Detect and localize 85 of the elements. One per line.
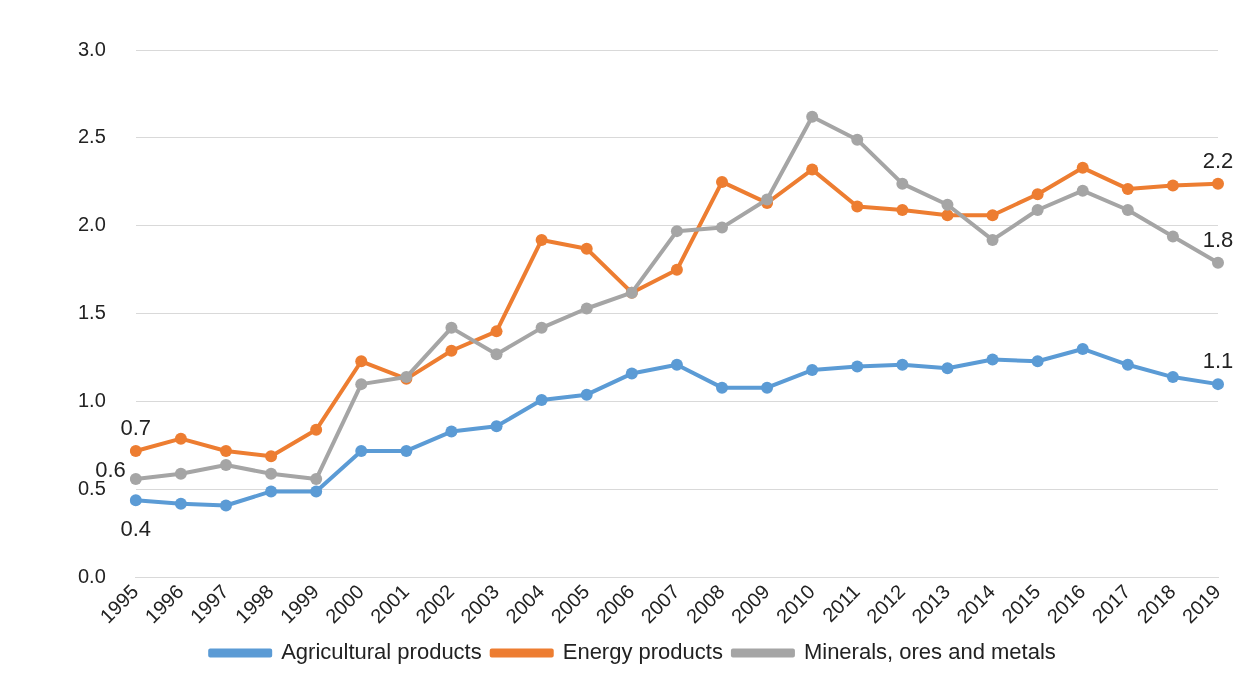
point <box>490 420 503 433</box>
point <box>941 362 954 375</box>
point <box>445 321 458 334</box>
point <box>761 381 774 394</box>
point <box>129 494 142 507</box>
point <box>670 263 683 276</box>
point <box>806 110 819 123</box>
point <box>129 444 142 457</box>
point <box>490 348 503 361</box>
point <box>670 225 683 238</box>
point <box>580 302 593 315</box>
point <box>445 344 458 357</box>
point <box>986 353 999 366</box>
point <box>1212 177 1224 190</box>
point <box>1166 230 1179 243</box>
y-tick-label: 1.5 <box>77 301 106 324</box>
point <box>265 485 278 498</box>
point <box>1031 188 1044 201</box>
point <box>580 242 593 255</box>
point <box>625 367 638 380</box>
point <box>490 325 503 338</box>
y-tick-label: 2.5 <box>77 125 106 148</box>
point <box>580 388 593 401</box>
point <box>310 423 323 436</box>
point <box>1166 179 1179 192</box>
point <box>1121 204 1134 217</box>
data-label: 1.1 <box>1202 348 1234 374</box>
point <box>941 209 954 222</box>
point <box>445 425 458 438</box>
point <box>715 175 728 188</box>
legend-label: Agricultural products <box>281 639 482 665</box>
y-tick-label: 0.0 <box>77 565 106 588</box>
data-label: 2.2 <box>1202 147 1234 173</box>
point <box>355 444 368 457</box>
point <box>715 221 728 234</box>
point <box>715 381 728 394</box>
point <box>219 459 232 472</box>
point <box>174 432 187 445</box>
y-tick-label: 0.5 <box>77 477 106 500</box>
point <box>851 133 864 146</box>
point <box>1076 184 1089 197</box>
point <box>129 473 142 486</box>
legend-label: Energy products <box>562 639 723 665</box>
data-label: 1.8 <box>1202 226 1234 252</box>
point <box>219 444 232 457</box>
point <box>535 321 548 334</box>
point <box>761 193 774 206</box>
point <box>219 499 232 512</box>
point <box>174 497 187 510</box>
point <box>896 177 909 190</box>
y-tick-label: 3.0 <box>77 37 106 60</box>
point <box>265 450 278 463</box>
point <box>535 393 548 406</box>
point <box>941 198 954 211</box>
point <box>400 444 413 457</box>
point <box>1212 256 1224 269</box>
point <box>1166 371 1179 384</box>
point <box>851 360 864 373</box>
point <box>1212 378 1224 391</box>
data-label: 0.4 <box>120 516 152 542</box>
point <box>806 364 819 377</box>
point <box>1031 355 1044 368</box>
point <box>355 355 368 368</box>
point <box>355 378 368 391</box>
data-label: 0.7 <box>120 415 152 441</box>
point <box>1076 161 1089 174</box>
point <box>310 485 323 498</box>
point <box>310 473 323 486</box>
point <box>1031 204 1044 217</box>
point <box>174 467 187 480</box>
y-tick-label: 2.0 <box>77 213 106 236</box>
y-tick-label: 1.0 <box>77 389 106 412</box>
point <box>1076 342 1089 355</box>
point <box>896 358 909 371</box>
point <box>896 204 909 217</box>
point <box>806 163 819 176</box>
point <box>535 233 548 246</box>
point <box>1121 358 1134 371</box>
point <box>1121 182 1134 195</box>
point <box>265 467 278 480</box>
legend-label: Minerals, ores and metals <box>803 639 1056 665</box>
point <box>986 233 999 246</box>
point <box>986 209 999 222</box>
point <box>851 200 864 213</box>
point <box>670 358 683 371</box>
